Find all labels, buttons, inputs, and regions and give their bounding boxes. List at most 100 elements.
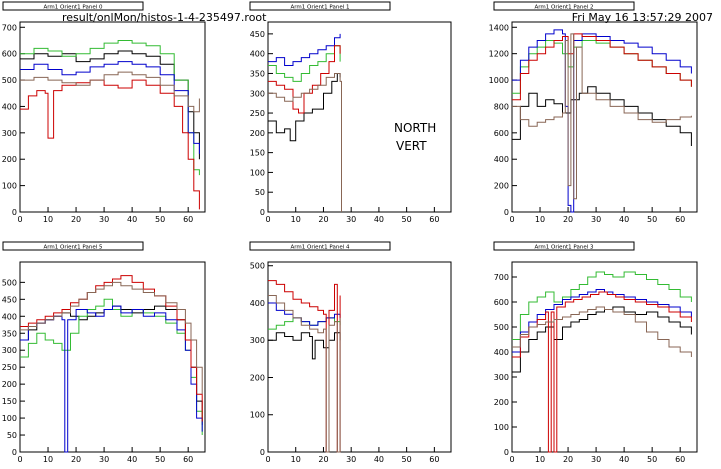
x-tick-label: 0	[265, 455, 270, 464]
y-tick-label: 300	[2, 129, 17, 138]
x-tick-label: 20	[563, 215, 573, 224]
x-tick-label: 10	[291, 455, 301, 464]
y-tick-label: 150	[250, 149, 265, 158]
series-green	[20, 40, 200, 176]
x-tick-label: 40	[127, 215, 137, 224]
series-red	[268, 280, 341, 453]
series-blue	[512, 289, 692, 353]
x-tick-label: 60	[429, 455, 439, 464]
y-tick-label: 0	[260, 208, 265, 217]
plot-frame	[19, 21, 206, 213]
series-red	[20, 275, 203, 422]
y-tick-label: 0	[12, 208, 17, 217]
y-tick-label: 300	[494, 373, 509, 382]
series-black	[268, 332, 341, 360]
y-tick-label: 150	[2, 397, 17, 406]
series-blue	[20, 61, 200, 154]
x-tick-label: 10	[43, 215, 53, 224]
y-tick-label: 200	[2, 380, 17, 389]
x-tick-label: 10	[535, 215, 545, 224]
note-vert: VERT	[396, 139, 427, 153]
panel-5: Arm1 Orient1 Panel 301002003004005006007…	[493, 241, 698, 464]
x-tick-label: 40	[374, 215, 384, 224]
x-tick-label: 20	[71, 215, 81, 224]
panel-title-box	[493, 241, 635, 251]
series-red	[268, 45, 341, 114]
y-tick-label: 300	[250, 336, 265, 345]
panel-title: Arm1 Orient1 Panel 5	[43, 245, 103, 251]
y-tick-label: 200	[494, 398, 509, 407]
series-black	[20, 305, 203, 425]
y-tick-label: 700	[494, 273, 509, 282]
x-tick-label: 50	[155, 215, 165, 224]
y-tick-label: 200	[494, 182, 509, 191]
x-tick-label: 30	[346, 215, 356, 224]
series-black	[512, 306, 692, 373]
x-tick-label: 30	[591, 455, 601, 464]
x-tick-label: 40	[127, 455, 137, 464]
y-tick-label: 50	[7, 431, 17, 440]
y-tick-label: 1000	[489, 76, 509, 85]
panel-0: Arm1 Orient1 Panel 001002003004005006007…	[2, 1, 206, 224]
panel-2: Arm1 Orient1 Panel 202004006008001000120…	[489, 1, 698, 224]
x-tick-label: 30	[591, 215, 601, 224]
series-red	[20, 79, 200, 210]
x-tick-label: 20	[318, 455, 328, 464]
x-tick-label: 60	[183, 215, 193, 224]
y-tick-label: 600	[494, 298, 509, 307]
x-tick-label: 60	[429, 215, 439, 224]
y-tick-label: 600	[494, 129, 509, 138]
y-tick-label: 100	[2, 182, 17, 191]
plot-frame	[511, 21, 698, 213]
series-red	[512, 291, 692, 453]
y-tick-label: 0	[504, 208, 509, 217]
y-tick-label: 500	[494, 323, 509, 332]
series-green	[512, 271, 692, 340]
y-tick-label: 100	[250, 168, 265, 177]
x-tick-label: 10	[535, 455, 545, 464]
y-tick-label: 300	[2, 346, 17, 355]
y-tick-label: 100	[2, 414, 17, 423]
y-tick-label: 250	[2, 363, 17, 372]
panel-title-box	[249, 241, 391, 251]
y-tick-label: 400	[250, 299, 265, 308]
y-tick-label: 350	[2, 329, 17, 338]
x-tick-label: 60	[183, 455, 193, 464]
panel-title-box	[493, 1, 635, 11]
y-tick-label: 50	[255, 188, 265, 197]
panel-4: Arm1 Orient1 Panel 4 0 100 200 300 400 500 0 10 2…	[249, 241, 452, 464]
y-tick-label: 0	[260, 448, 265, 457]
x-tick-label: 50	[155, 455, 165, 464]
y-tick-label: 450	[2, 295, 17, 304]
y-tick-label: 400	[250, 50, 265, 59]
x-tick-label: 0	[509, 215, 514, 224]
x-tick-label: 30	[99, 215, 109, 224]
x-tick-label: 0	[509, 455, 514, 464]
x-tick-label: 20	[563, 455, 573, 464]
series-brown	[512, 33, 692, 200]
x-tick-label: 50	[647, 215, 657, 224]
y-tick-label: 450	[250, 30, 265, 39]
y-tick-label: 500	[250, 262, 265, 271]
file-path-label: result/onlMon/histos-1-4-235497.root	[62, 11, 267, 24]
x-tick-label: 10	[43, 455, 53, 464]
x-tick-label: 40	[619, 215, 629, 224]
y-tick-label: 1200	[489, 50, 509, 59]
series-blue	[268, 33, 341, 66]
note-north: NORTH	[394, 121, 436, 135]
y-tick-label: 600	[2, 50, 17, 59]
y-tick-label: 350	[250, 69, 265, 78]
y-tick-label: 100	[494, 423, 509, 432]
plot-frame	[267, 21, 452, 213]
x-tick-label: 30	[346, 455, 356, 464]
x-tick-label: 50	[402, 455, 412, 464]
x-tick-label: 0	[17, 455, 22, 464]
panel-3: Arm1 Orient1 Panel 5 0 50 100 150 200 250 300 35…	[2, 241, 206, 464]
y-tick-label: 0	[504, 448, 509, 457]
series-blue	[512, 29, 692, 213]
series-brown	[268, 295, 341, 453]
y-tick-label: 400	[494, 155, 509, 164]
y-tick-label: 200	[2, 155, 17, 164]
panel-1: Arm1 Orient1 Panel 105010015020025030035…	[249, 1, 452, 224]
y-tick-label: 200	[250, 129, 265, 138]
